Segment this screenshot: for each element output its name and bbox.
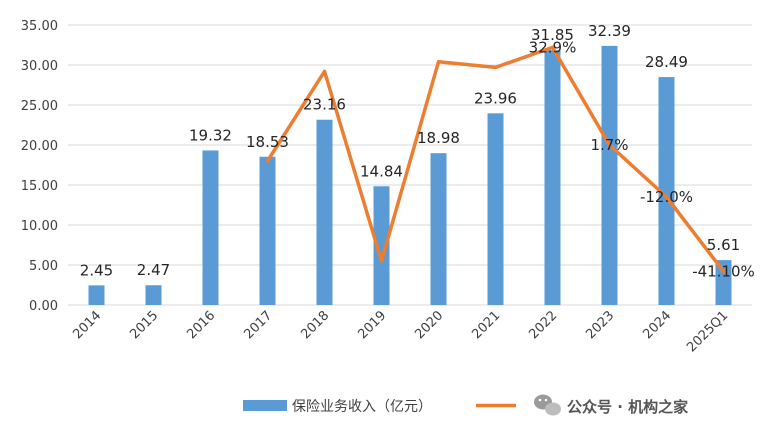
watermark: 公众号 · 机构之家: [534, 395, 688, 417]
bar-label-2023: 32.39: [588, 22, 631, 40]
line-point-2021: [494, 66, 497, 69]
y-tick-label-4: 20.00: [21, 139, 58, 154]
x-tick-label-2023: 2023: [583, 308, 617, 342]
x-tick-label-2021: 2021: [469, 308, 503, 342]
bar-2021: [488, 113, 504, 305]
bar-label-2024: 28.49: [645, 53, 688, 71]
wechat-icon: [534, 395, 561, 416]
bar-2022: [545, 50, 561, 305]
line-point-2020: [437, 60, 440, 63]
line-label-2022: 32.9%: [529, 38, 577, 56]
bar-label-2019: 14.84: [360, 162, 403, 180]
bar-label-2021: 23.96: [474, 89, 517, 107]
legend-bar-label: 保险业务收入（亿元）: [292, 399, 432, 415]
x-tick-label-2025Q1: 2025Q1: [684, 308, 731, 355]
x-tick-label-2020: 2020: [412, 308, 446, 342]
x-tick-label-2019: 2019: [355, 308, 389, 342]
bar-2020: [431, 153, 447, 305]
bar-label-2018: 23.16: [303, 96, 346, 114]
x-tick-label-2024: 2024: [640, 308, 674, 342]
bar-label-2015: 2.47: [137, 261, 170, 279]
line-label-2023: 1.7%: [590, 136, 628, 154]
line-point-2017: [266, 160, 269, 163]
line-point-2018: [323, 70, 326, 73]
y-tick-label-1: 5.00: [29, 259, 58, 274]
line-point-2019: [380, 260, 383, 263]
x-tick-label-2015: 2015: [127, 308, 161, 342]
x-tick-label-2014: 2014: [70, 308, 104, 342]
x-tick-label-2017: 2017: [241, 308, 275, 342]
bar-2018: [317, 120, 333, 305]
watermark-text: 公众号 · 机构之家: [567, 398, 688, 416]
bar-label-2016: 19.32: [189, 126, 232, 144]
x-axis-ticks: 2014 2015 2016 2017 2018 2019 2020 2021 2022 2023…: [70, 308, 731, 355]
y-tick-label-6: 30.00: [21, 59, 58, 74]
y-tick-label-3: 15.00: [21, 179, 58, 194]
x-tick-label-2018: 2018: [298, 308, 332, 342]
bar-series: [89, 46, 732, 305]
bar-2023: [602, 46, 618, 305]
line-label-2024: -12.0%: [640, 188, 693, 206]
bar-2014: [89, 285, 105, 305]
bar-2016: [203, 150, 219, 305]
x-tick-label-2022: 2022: [526, 308, 560, 342]
bar-label-2017: 18.53: [246, 133, 289, 151]
line-label-2025Q1: -41.10%: [692, 262, 755, 280]
y-tick-label-2: 10.00: [21, 219, 58, 234]
legend: 保险业务收入（亿元）: [243, 399, 516, 415]
bar-2015: [146, 285, 162, 305]
y-axis-ticks: 0.00 5.00 10.00 15.00 20.00 25.00 30.00 35.00: [21, 19, 58, 314]
y-tick-label-7: 35.00: [21, 19, 58, 34]
bar-label-2014: 2.45: [80, 261, 113, 279]
bar-label-2025Q1: 5.61: [707, 236, 740, 254]
legend-bar-swatch: [243, 400, 287, 411]
bar-2017: [260, 157, 276, 305]
bar-label-2020: 18.98: [417, 129, 460, 147]
chart: 0.00 5.00 10.00 15.00 20.00 25.00 30.00 35.00 2…: [0, 0, 766, 436]
x-tick-label-2016: 2016: [184, 308, 218, 342]
y-tick-label-0: 0.00: [29, 299, 58, 314]
y-tick-label-5: 25.00: [21, 99, 58, 114]
